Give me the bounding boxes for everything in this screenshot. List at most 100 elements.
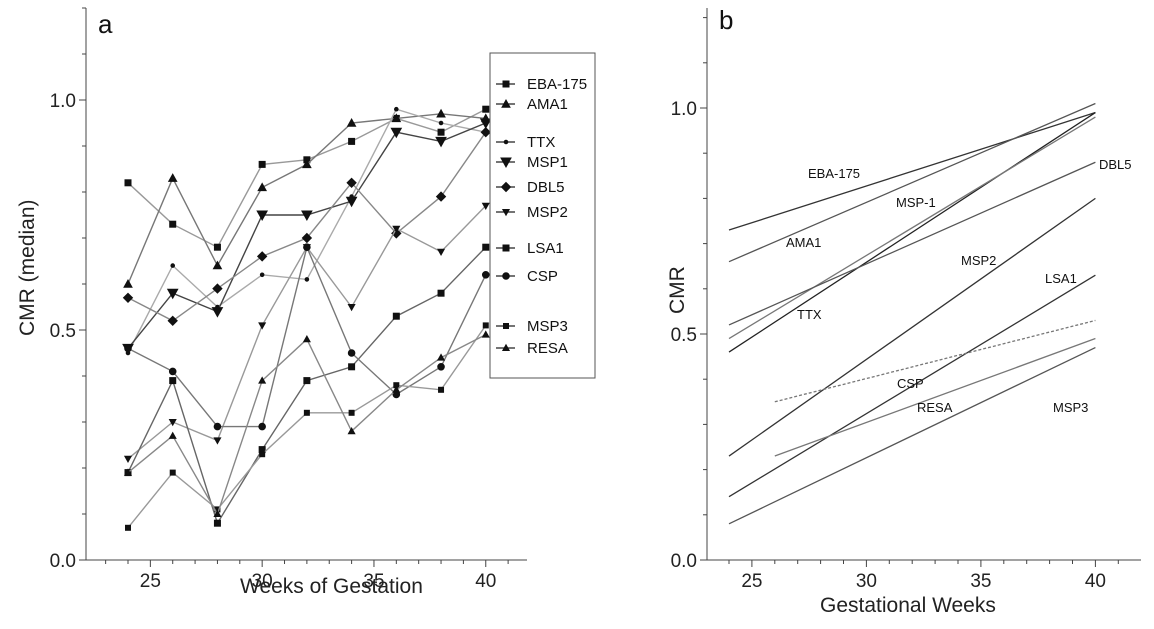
series-msp3: MSP3 xyxy=(728,346,1096,525)
data-point-lsa1 xyxy=(213,519,221,527)
data-point-msp3 xyxy=(259,451,266,458)
line-label-eba-175: EBA-175 xyxy=(808,166,860,181)
data-point-dbl5 xyxy=(122,292,134,304)
data-point-eba-175 xyxy=(169,220,177,228)
data-point-msp3 xyxy=(482,322,489,329)
legend-marker-resa xyxy=(501,343,511,352)
series-line-msp3 xyxy=(127,325,487,529)
data-point-resa xyxy=(123,468,133,476)
line-label-resa: RESA xyxy=(917,400,953,415)
panel-b-ticks: 25 30 35 40 0.0 0.5 1.0 xyxy=(671,17,1119,592)
line-label-lsa1: LSA1 xyxy=(1045,271,1077,286)
panel-a-xtick-label: 25 xyxy=(140,571,161,592)
panel-a-ticks: 25 30 35 40 0.0 0.5 1.0 xyxy=(50,7,509,592)
data-point-ama1 xyxy=(123,278,133,288)
line-label-msp2: MSP2 xyxy=(961,253,996,268)
data-point-msp2 xyxy=(392,225,401,234)
series-lsa1 xyxy=(124,243,490,527)
data-point-ttx xyxy=(304,277,310,282)
series-resa: RESA xyxy=(774,337,1096,457)
legend-item-dbl5: DBL5 xyxy=(496,179,565,196)
regression-line-msp3 xyxy=(728,346,1096,525)
series-ttx: TTX xyxy=(728,116,1096,340)
panel-a-xtick-label: 40 xyxy=(475,571,496,592)
legend-label-ttx: TTX xyxy=(527,134,555,151)
regression-line-ama1 xyxy=(728,102,1096,263)
series-lsa1: LSA1 xyxy=(728,271,1096,498)
data-point-lsa1 xyxy=(392,312,400,320)
line-label-csp: CSP xyxy=(897,376,924,391)
panel-a-xlabel: Weeks of Gestation xyxy=(240,575,423,598)
line-label-msp-1: MSP-1 xyxy=(896,195,936,210)
panel-b-xtick-label: 35 xyxy=(970,571,991,592)
data-point-lsa1 xyxy=(303,377,311,385)
series-ttx xyxy=(125,106,489,356)
data-point-lsa1 xyxy=(348,363,356,371)
panel-b-ytick-label: 0.0 xyxy=(671,551,697,572)
data-point-lsa1 xyxy=(437,289,445,297)
data-point-ama1 xyxy=(391,113,402,123)
data-point-eba-175 xyxy=(482,105,490,113)
data-point-ama1 xyxy=(436,108,446,118)
data-point-csp xyxy=(303,243,311,251)
data-point-csp xyxy=(124,344,132,353)
data-point-resa xyxy=(302,334,311,343)
data-point-msp3 xyxy=(303,409,310,416)
data-point-resa xyxy=(481,330,490,338)
data-point-ama1 xyxy=(167,173,178,182)
legend-label-msp2: MSP2 xyxy=(527,204,568,221)
legend-label-dbl5: DBL5 xyxy=(527,179,565,196)
panel-a-ylabel: CMR (median) xyxy=(16,199,39,336)
data-point-msp2 xyxy=(481,202,490,211)
series-dbl5 xyxy=(122,126,491,327)
data-point-resa xyxy=(347,426,356,435)
series-msp-1: MSP-1 xyxy=(728,111,1096,353)
regression-line-eba-175 xyxy=(728,111,1096,231)
data-point-resa xyxy=(392,385,401,393)
legend-item-msp2: MSP2 xyxy=(496,204,568,221)
panel-b-ytick-label: 1.0 xyxy=(671,99,697,120)
data-point-eba-175 xyxy=(437,128,445,136)
data-point-msp1 xyxy=(345,196,358,208)
legend-item-eba-175: EBA-175 xyxy=(496,76,587,93)
panel-b-xlabel: Gestational Weeks xyxy=(820,594,996,617)
data-point-resa xyxy=(258,376,267,384)
panel-b-plot: EBA-175 AMA1 MSP-1 TTX DBL5 MSP2 LSA1 CSP RESA MS… xyxy=(728,102,1132,525)
data-point-msp2 xyxy=(123,455,133,464)
regression-line-ttx xyxy=(728,116,1096,340)
panel-b-ytick-label: 0.5 xyxy=(671,325,697,346)
panel-a: a 25 30 35 40 0.0 0.5 1.0 Weeks of Gestation C… xyxy=(16,7,596,598)
data-point-ttx xyxy=(438,120,444,126)
data-point-resa xyxy=(436,353,446,361)
regression-line-msp2 xyxy=(728,197,1096,457)
legend-marker-dbl5 xyxy=(500,181,512,193)
data-point-ama1 xyxy=(212,260,223,270)
data-point-msp2 xyxy=(436,248,446,257)
data-point-dbl5 xyxy=(346,177,357,189)
regression-line-csp xyxy=(774,319,1096,403)
data-point-eba-175 xyxy=(348,137,356,145)
data-point-msp3 xyxy=(169,469,176,476)
legend-marker-msp1 xyxy=(500,157,512,169)
data-point-csp xyxy=(213,422,222,431)
data-point-dbl5 xyxy=(167,315,178,327)
data-point-eba-175 xyxy=(258,160,266,168)
data-point-msp1 xyxy=(211,307,224,318)
legend-item-msp1: MSP1 xyxy=(496,154,568,171)
panel-a-axes xyxy=(85,8,527,561)
panel-b: b 25 30 35 40 0.0 0.5 1.0 EBA-175 AMA1 MSP-1 TTX D… xyxy=(666,5,1141,617)
legend-marker-msp3 xyxy=(503,323,509,329)
data-point-msp1 xyxy=(390,127,403,139)
data-point-csp xyxy=(437,363,445,371)
series-line-ttx xyxy=(127,108,486,354)
series-line-lsa1 xyxy=(127,246,487,525)
panel-a-ytick-label: 0.0 xyxy=(50,551,76,572)
legend-item-msp3: MSP3 xyxy=(496,318,568,335)
data-point-msp3 xyxy=(348,409,355,416)
panel-b-ylabel: CMR xyxy=(666,266,689,314)
legend-marker-ttx xyxy=(503,139,509,145)
series-eba-175 xyxy=(124,105,490,251)
regression-line-dbl5 xyxy=(728,161,1096,326)
panel-a-plot xyxy=(122,105,492,531)
legend: EBA-175 AMA1 TTX MSP1 DBL5 MSP2 LSA1 CSP MSP3 RES… xyxy=(489,52,596,379)
